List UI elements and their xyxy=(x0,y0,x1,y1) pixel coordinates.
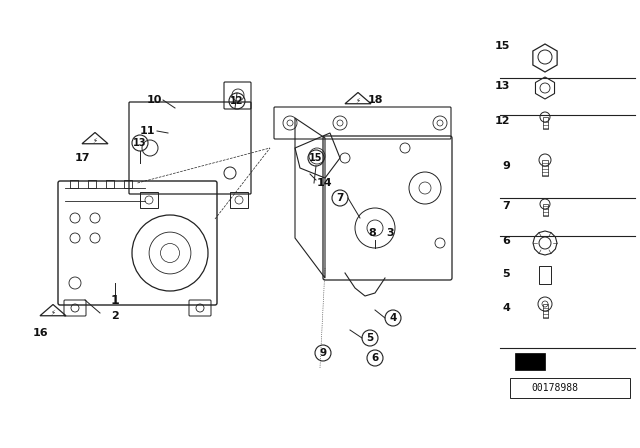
Text: 9: 9 xyxy=(502,161,510,171)
Text: 2: 2 xyxy=(111,311,119,321)
Text: 6: 6 xyxy=(502,236,510,246)
Bar xyxy=(510,378,630,398)
Text: 4: 4 xyxy=(502,303,510,313)
Text: ⚡: ⚡ xyxy=(51,310,56,316)
Text: 16: 16 xyxy=(32,328,48,338)
Text: 15: 15 xyxy=(309,153,323,163)
Bar xyxy=(124,180,132,188)
Text: 7: 7 xyxy=(502,201,510,211)
Text: ⚡: ⚡ xyxy=(93,138,97,144)
Text: 12: 12 xyxy=(230,96,244,106)
Text: 4: 4 xyxy=(389,313,397,323)
Text: 00178988: 00178988 xyxy=(531,383,579,393)
Polygon shape xyxy=(515,353,545,370)
Bar xyxy=(543,204,547,216)
Text: 14: 14 xyxy=(317,178,333,188)
Text: 7: 7 xyxy=(336,193,344,203)
Bar xyxy=(230,192,248,208)
Bar xyxy=(543,117,547,129)
Text: 1: 1 xyxy=(111,293,120,306)
Text: 17: 17 xyxy=(74,153,90,163)
Text: 10: 10 xyxy=(147,95,162,105)
Text: ⚡: ⚡ xyxy=(356,98,360,104)
Text: 9: 9 xyxy=(319,348,326,358)
Bar xyxy=(140,192,158,208)
Text: 12: 12 xyxy=(495,116,510,126)
Text: 5: 5 xyxy=(502,269,510,279)
Bar xyxy=(88,180,96,188)
Text: 18: 18 xyxy=(367,95,383,105)
Bar xyxy=(539,266,551,284)
Text: 5: 5 xyxy=(366,333,374,343)
Text: 13: 13 xyxy=(495,81,510,91)
Text: 11: 11 xyxy=(140,126,155,136)
Text: 8: 8 xyxy=(368,228,376,238)
Text: 15: 15 xyxy=(495,41,510,51)
Bar xyxy=(70,180,78,188)
Bar xyxy=(106,180,114,188)
Text: 13: 13 xyxy=(133,138,147,148)
Bar xyxy=(543,304,547,318)
Text: 3: 3 xyxy=(386,228,394,238)
Bar xyxy=(542,160,548,176)
Text: 6: 6 xyxy=(371,353,379,363)
